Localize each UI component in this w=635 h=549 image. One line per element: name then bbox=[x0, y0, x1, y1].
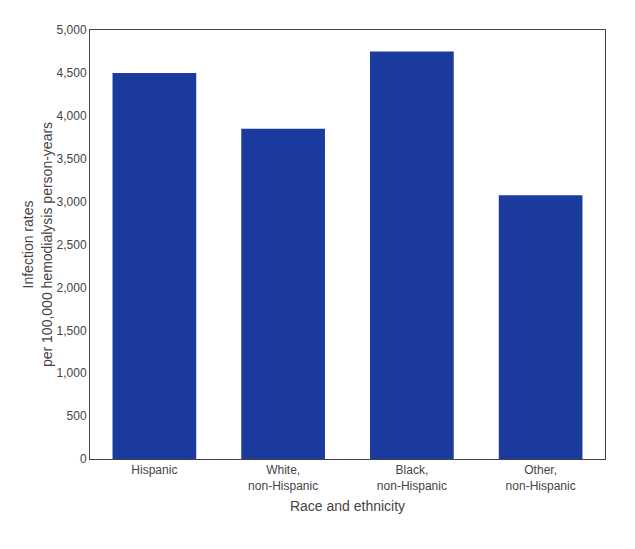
svg-text:Other,non-Hispanic: Other,non-Hispanic bbox=[506, 463, 576, 493]
svg-text:2,500: 2,500 bbox=[57, 238, 87, 252]
svg-text:5,000: 5,000 bbox=[57, 23, 87, 37]
svg-text:White,non-Hispanic: White,non-Hispanic bbox=[248, 463, 318, 493]
svg-text:4,500: 4,500 bbox=[57, 66, 87, 80]
svg-text:1,500: 1,500 bbox=[57, 324, 87, 338]
svg-text:3,000: 3,000 bbox=[57, 195, 87, 209]
svg-text:Hispanic: Hispanic bbox=[131, 463, 177, 477]
svg-text:3,500: 3,500 bbox=[57, 152, 87, 166]
svg-text:Black,non-Hispanic: Black,non-Hispanic bbox=[377, 463, 447, 493]
svg-text:Infection ratesper 100,000 hem: Infection ratesper 100,000 hemodialysis … bbox=[20, 122, 54, 367]
svg-text:Race and ethnicity: Race and ethnicity bbox=[290, 498, 405, 514]
svg-text:0: 0 bbox=[80, 452, 87, 466]
svg-text:2,000: 2,000 bbox=[57, 281, 87, 295]
svg-text:4,000: 4,000 bbox=[57, 109, 87, 123]
svg-text:1,000: 1,000 bbox=[57, 366, 87, 380]
svg-text:500: 500 bbox=[67, 409, 87, 423]
